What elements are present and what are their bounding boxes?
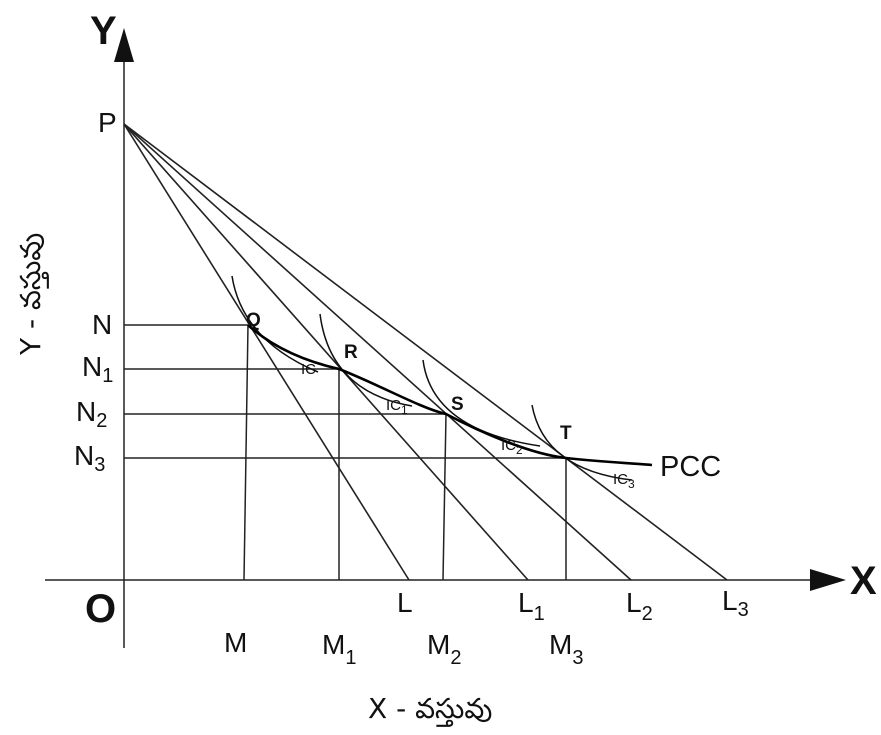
x-axis-letter: X	[850, 559, 877, 603]
indifference-curve-ic3	[531, 404, 633, 481]
guide-q-m	[243, 324, 249, 581]
budget-line-pl2	[123, 123, 632, 581]
y-axis-arrowhead	[114, 28, 134, 62]
equilibrium-point-q: Q	[246, 310, 261, 331]
ic2-label: IC2	[501, 437, 523, 457]
budget-line-pl1	[123, 123, 529, 581]
x-mark-l2: L2	[626, 587, 653, 625]
y-mark-n2: N2	[76, 396, 107, 432]
x-axis-arrowhead	[810, 569, 846, 591]
budget-line-pl	[123, 123, 410, 581]
indifference-curve-ic	[231, 275, 319, 373]
x-axis-title: X - వస్తువు	[368, 692, 492, 727]
point-p-label: P	[98, 107, 117, 138]
y-mark-n3: N3	[74, 440, 105, 476]
y-axis-title: Y - వస్తువు	[14, 233, 49, 356]
x-mark-m3: M3	[549, 629, 583, 669]
indifference-curve-ic1	[319, 313, 413, 407]
y-mark-n1: N1	[82, 351, 113, 387]
y-mark-n: N	[92, 309, 112, 340]
x-mark-m2: M2	[427, 629, 461, 669]
price-consumption-curve	[247, 324, 653, 467]
x-mark-l3: L3	[722, 585, 749, 621]
x-mark-l1: L1	[518, 587, 545, 625]
y-axis-letter: Y	[90, 9, 117, 53]
x-mark-m1: M1	[322, 629, 356, 669]
x-mark-m: M	[224, 627, 247, 658]
budget-line-pl3	[123, 123, 728, 581]
ic3-label: IC3	[613, 471, 635, 491]
indifference-curve-ic2	[422, 359, 541, 447]
guide-s-m2	[442, 413, 447, 581]
ic1-label: IC1	[386, 397, 408, 417]
ic-label: IC	[301, 361, 316, 378]
origin-label: O	[85, 587, 116, 631]
pcc-label: PCC	[660, 451, 721, 483]
equilibrium-point-r: R	[344, 342, 358, 363]
equilibrium-point-s: S	[451, 394, 464, 415]
equilibrium-point-t: T	[560, 423, 572, 444]
x-mark-l: L	[397, 587, 413, 618]
